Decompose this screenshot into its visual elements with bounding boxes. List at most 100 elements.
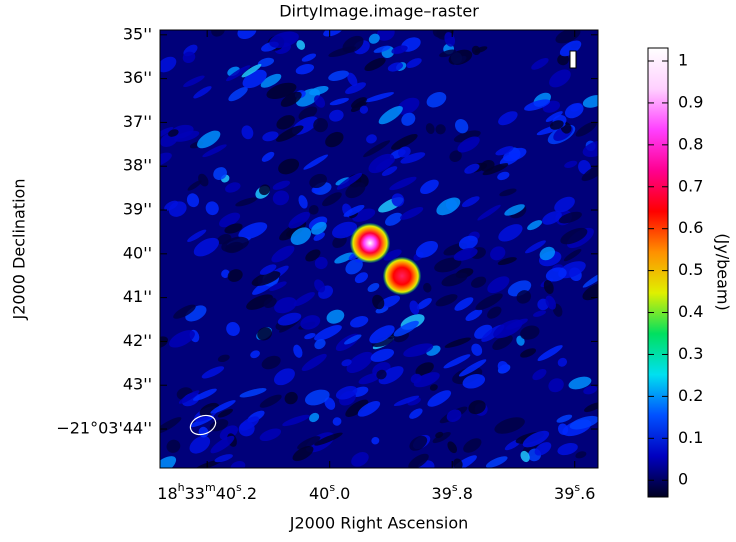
noise <box>305 249 321 262</box>
noise <box>426 92 447 108</box>
noise <box>492 334 513 350</box>
noise <box>477 204 501 221</box>
noise <box>189 435 211 454</box>
noise <box>563 249 582 262</box>
noise <box>474 46 488 53</box>
noise <box>376 30 395 41</box>
noise <box>274 368 295 386</box>
noise <box>416 298 432 310</box>
noise <box>193 86 212 99</box>
noise <box>522 430 550 448</box>
noise <box>485 456 508 468</box>
noise <box>542 211 562 225</box>
noise <box>557 442 578 456</box>
noise <box>336 173 363 190</box>
noise <box>364 57 386 72</box>
noise <box>387 62 404 72</box>
noise <box>495 146 514 156</box>
colorbar-tick-label: 0.7 <box>678 176 703 195</box>
x-tick-label: 39s.6 <box>554 481 595 503</box>
noise <box>369 325 395 344</box>
noise <box>292 445 314 462</box>
noise <box>187 229 207 242</box>
noise <box>303 154 329 170</box>
noise <box>575 451 587 459</box>
noise <box>309 412 320 423</box>
source <box>383 257 421 295</box>
noise <box>401 112 416 126</box>
noise <box>582 95 598 108</box>
noise <box>520 450 530 463</box>
noise <box>219 212 241 228</box>
noise <box>197 130 221 149</box>
noise <box>290 227 312 245</box>
noise <box>545 111 563 123</box>
noise <box>230 461 246 468</box>
noise <box>210 400 236 414</box>
noise <box>549 69 571 88</box>
noise <box>210 435 235 454</box>
noise <box>458 235 478 250</box>
noise <box>313 232 325 241</box>
noise <box>558 211 582 224</box>
noise <box>568 376 592 390</box>
noise <box>465 309 483 322</box>
noise <box>183 75 205 88</box>
noise <box>308 204 319 215</box>
noise <box>545 295 556 310</box>
noise <box>326 309 345 324</box>
noise <box>423 282 432 293</box>
noise <box>301 53 317 62</box>
noise <box>332 417 342 426</box>
noise <box>490 246 506 261</box>
noise <box>246 294 273 310</box>
noise <box>314 325 342 341</box>
noise <box>432 431 451 444</box>
sources <box>189 50 577 436</box>
noise <box>262 131 279 142</box>
noise <box>482 163 509 176</box>
colorbar-tick-label: 0.9 <box>678 92 703 111</box>
noise <box>345 182 366 199</box>
noise <box>534 442 552 456</box>
colorbar-tick-label: 0.6 <box>678 218 703 237</box>
noise <box>160 456 177 468</box>
noise <box>335 386 358 400</box>
noise <box>282 414 310 427</box>
noise <box>497 257 517 266</box>
noise <box>160 56 177 73</box>
noise <box>328 70 349 81</box>
noise <box>557 54 569 66</box>
noise <box>277 312 302 326</box>
noise <box>304 333 316 340</box>
noise <box>344 334 362 345</box>
noise <box>378 366 404 385</box>
noise <box>435 431 444 439</box>
noise <box>198 173 209 187</box>
noise <box>383 249 402 261</box>
noise <box>261 151 275 162</box>
noise <box>415 240 438 258</box>
noise <box>425 123 435 135</box>
noise <box>259 264 277 275</box>
y-axis-label: J2000 Declination <box>10 179 29 321</box>
x-axis-label: J2000 Right Ascension <box>289 514 469 533</box>
noise <box>583 385 598 395</box>
noise <box>276 125 304 142</box>
x-tick-label-part: s <box>236 481 242 494</box>
noise <box>520 348 537 358</box>
noise <box>497 361 509 373</box>
raster-image <box>160 30 598 468</box>
noise <box>309 85 329 96</box>
noise <box>297 436 321 450</box>
noise <box>202 144 227 158</box>
noise <box>462 374 486 389</box>
noise <box>269 281 287 291</box>
plot-frame <box>159 29 599 469</box>
noise <box>322 192 342 207</box>
noise <box>350 316 369 328</box>
noise <box>173 304 196 319</box>
x-tick-label-part: .0 <box>335 484 350 503</box>
noise <box>359 105 369 114</box>
noise <box>564 103 584 119</box>
